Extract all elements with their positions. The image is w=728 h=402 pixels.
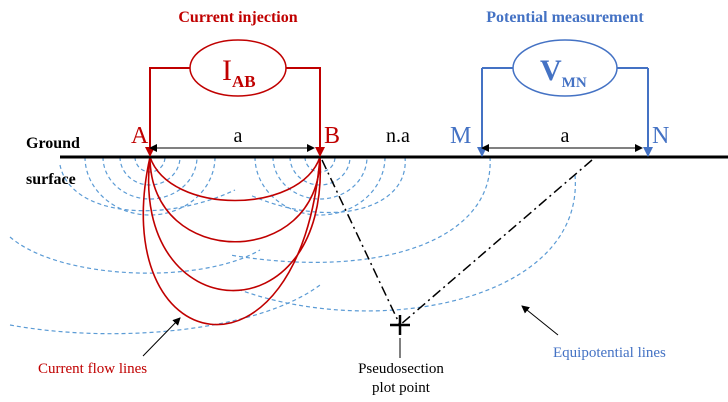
- subscript: MN: [562, 75, 587, 91]
- spacing-label: a: [561, 125, 570, 147]
- equipotential-lines: [9, 156, 576, 335]
- potential-title: Potential measurement: [486, 9, 644, 26]
- ground-label: Ground: [26, 135, 80, 152]
- electrode-label: A: [131, 123, 149, 149]
- current-title: Current injection: [178, 9, 297, 26]
- current-symbol: IAB: [222, 54, 256, 91]
- spacing-label: n.a: [386, 125, 410, 147]
- spacing-label: a: [234, 125, 243, 147]
- current-flow-label: Current flow lines: [38, 361, 147, 377]
- pointer: [142, 317, 181, 357]
- current-flow-lines: [142, 156, 321, 326]
- subscript: AB: [232, 72, 256, 91]
- pointer: [521, 305, 559, 336]
- pseudosection-label: plot point: [372, 380, 431, 396]
- plot-point: [390, 315, 410, 335]
- current-circuit: [145, 39, 325, 157]
- electrode-label: B: [324, 123, 340, 149]
- ground-label: surface: [26, 171, 76, 188]
- symbol: V: [540, 54, 562, 87]
- equipotential-label: Equipotential lines: [553, 345, 666, 361]
- electrode-label: N: [652, 123, 669, 149]
- potential-circuit: [477, 39, 653, 157]
- symbol: I: [222, 54, 232, 87]
- pseudosection-label: Pseudosection: [358, 361, 444, 377]
- pseudosection-lines: [321, 159, 593, 326]
- electrode-label: M: [450, 123, 471, 149]
- voltage-symbol: VMN: [540, 54, 587, 91]
